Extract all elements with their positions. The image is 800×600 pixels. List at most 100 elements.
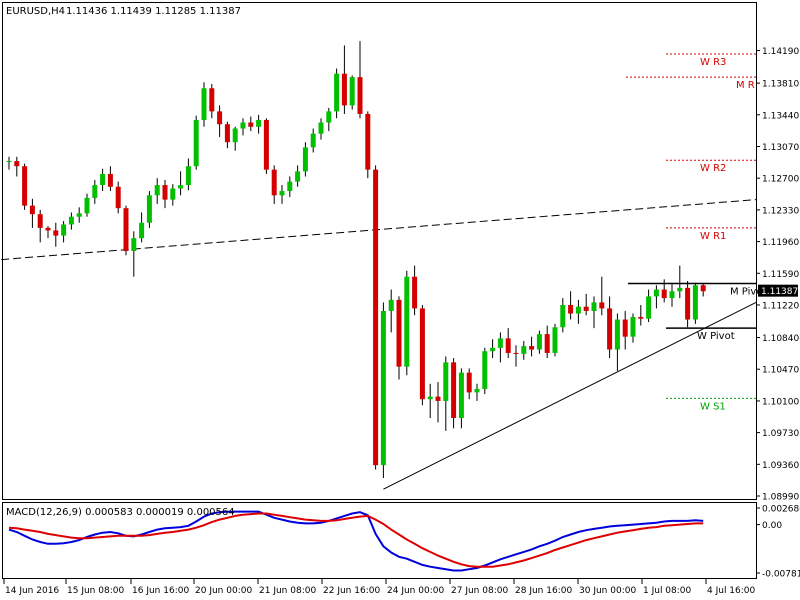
candle[interactable]: [622, 310, 628, 350]
candle[interactable]: [653, 285, 659, 309]
candle[interactable]: [178, 171, 184, 196]
candle[interactable]: [100, 168, 106, 192]
bear-candle-body: [451, 362, 457, 419]
candle[interactable]: [139, 212, 145, 243]
candle[interactable]: [599, 276, 605, 316]
candle[interactable]: [22, 163, 28, 210]
candle[interactable]: [271, 165, 277, 204]
candle[interactable]: [700, 283, 706, 297]
candle[interactable]: [68, 212, 74, 230]
bull-candle-body: [334, 73, 340, 112]
candle[interactable]: [217, 105, 223, 138]
candle[interactable]: [295, 165, 301, 187]
candle[interactable]: [302, 142, 308, 177]
candle[interactable]: [529, 336, 535, 357]
candle[interactable]: [404, 270, 410, 376]
candle[interactable]: [427, 383, 433, 419]
candle[interactable]: [131, 231, 137, 277]
candle[interactable]: [458, 368, 464, 429]
candle[interactable]: [107, 166, 113, 192]
candle[interactable]: [646, 289, 652, 323]
candle[interactable]: [209, 83, 215, 119]
candle[interactable]: [575, 299, 581, 324]
candle[interactable]: [123, 205, 129, 256]
candle[interactable]: [685, 280, 691, 328]
candle[interactable]: [185, 158, 191, 191]
candle[interactable]: [396, 296, 402, 380]
candle[interactable]: [279, 185, 285, 204]
candle[interactable]: [154, 178, 160, 204]
candle[interactable]: [318, 118, 324, 140]
candle[interactable]: [497, 332, 503, 363]
candle[interactable]: [334, 68, 340, 119]
candle[interactable]: [466, 368, 472, 400]
candle[interactable]: [544, 325, 550, 359]
candle[interactable]: [607, 296, 613, 359]
candle[interactable]: [630, 313, 636, 343]
candle[interactable]: [146, 191, 152, 228]
candle[interactable]: [614, 313, 620, 371]
long-dashed-trendline[interactable]: [1, 199, 757, 261]
candle[interactable]: [521, 340, 527, 360]
candle[interactable]: [29, 198, 35, 228]
candle[interactable]: [505, 328, 511, 359]
candle[interactable]: [412, 265, 418, 316]
candle[interactable]: [661, 279, 667, 303]
candle[interactable]: [443, 356, 449, 431]
candle[interactable]: [310, 128, 316, 153]
candle[interactable]: [248, 116, 254, 132]
candle[interactable]: [380, 302, 386, 479]
candle[interactable]: [14, 156, 20, 177]
candle[interactable]: [256, 114, 262, 134]
candle[interactable]: [263, 118, 269, 174]
candle[interactable]: [388, 289, 394, 333]
candle[interactable]: [435, 382, 441, 423]
candle[interactable]: [201, 82, 207, 127]
bear-candle-body: [661, 289, 667, 299]
candle[interactable]: [419, 304, 425, 406]
candle[interactable]: [536, 330, 542, 354]
candle[interactable]: [552, 323, 558, 357]
bear-candle-body: [341, 73, 347, 106]
candle[interactable]: [560, 298, 566, 333]
candle[interactable]: [357, 41, 363, 119]
candle[interactable]: [365, 111, 371, 179]
candle[interactable]: [677, 265, 683, 299]
candle[interactable]: [692, 282, 698, 324]
candle[interactable]: [474, 383, 480, 401]
main-panel-frame: [2, 2, 757, 500]
rising-support-trendline[interactable]: [383, 301, 757, 490]
candle[interactable]: [482, 347, 488, 395]
candle[interactable]: [162, 179, 168, 209]
candle[interactable]: [349, 75, 355, 110]
candle[interactable]: [6, 156, 12, 170]
candle[interactable]: [224, 121, 230, 149]
candle[interactable]: [451, 358, 457, 429]
candle[interactable]: [240, 118, 246, 136]
candle[interactable]: [373, 165, 379, 470]
candle[interactable]: [568, 291, 574, 320]
candle[interactable]: [669, 284, 675, 307]
candle[interactable]: [92, 179, 98, 204]
candle[interactable]: [84, 193, 90, 217]
candle[interactable]: [170, 184, 176, 206]
candle[interactable]: [193, 115, 199, 170]
candle[interactable]: [287, 176, 293, 198]
candle[interactable]: [638, 304, 644, 326]
candle[interactable]: [513, 345, 519, 367]
candle[interactable]: [341, 45, 347, 114]
candle[interactable]: [326, 107, 332, 132]
candle[interactable]: [115, 181, 121, 214]
candle[interactable]: [583, 293, 589, 316]
candle[interactable]: [591, 296, 597, 329]
candle[interactable]: [45, 226, 51, 239]
candle[interactable]: [232, 126, 238, 151]
candle[interactable]: [53, 222, 59, 247]
candle[interactable]: [61, 221, 67, 243]
candle[interactable]: [490, 339, 496, 359]
macd-signal-line: [8, 512, 704, 568]
candle[interactable]: [37, 209, 43, 243]
candle[interactable]: [76, 207, 82, 223]
